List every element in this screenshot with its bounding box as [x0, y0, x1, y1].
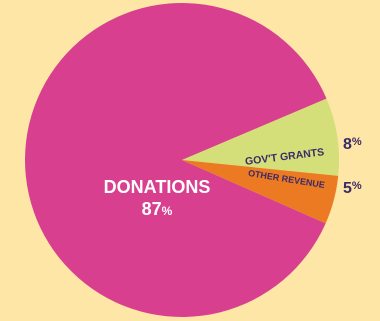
slice-govt-grants — [182, 98, 339, 176]
donations-percent-sign: % — [162, 204, 173, 218]
other-revenue-percent-value: 5 — [343, 180, 352, 197]
pie-slices — [25, 3, 339, 318]
other-revenue-percent-sign: % — [352, 180, 362, 192]
other-revenue-percent: 5% — [343, 180, 362, 197]
govt-grants-percent: 8% — [343, 136, 362, 153]
donations-label: DONATIONS — [104, 177, 211, 197]
govt-grants-percent-sign: % — [352, 136, 362, 148]
slice-other-revenue — [182, 160, 339, 224]
slice-donations — [25, 3, 327, 318]
govt-grants-percent-value: 8 — [343, 136, 352, 153]
donations-percent: 87% — [142, 199, 173, 219]
donations-percent-value: 87 — [142, 199, 162, 219]
